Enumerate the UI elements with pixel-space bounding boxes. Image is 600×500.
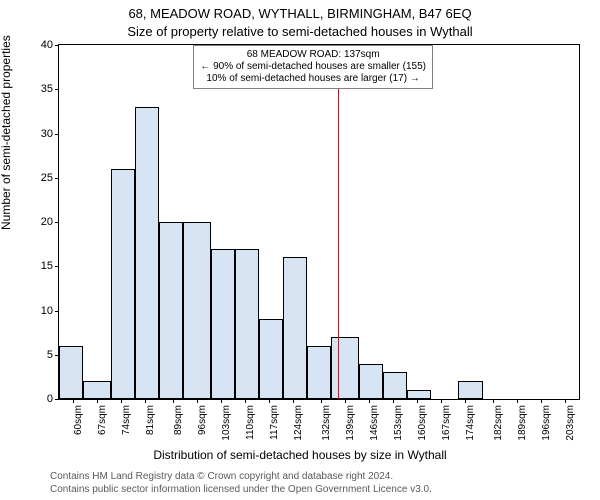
x-tick-label: 196sqm bbox=[541, 405, 552, 441]
annotation-line: ← 90% of semi-detached houses are smalle… bbox=[200, 61, 426, 73]
x-tick-mark bbox=[441, 399, 442, 403]
x-tick-label: 117sqm bbox=[269, 405, 280, 440]
x-tick-label: 132sqm bbox=[321, 405, 332, 441]
x-tick-mark bbox=[493, 399, 494, 403]
y-tick-mark bbox=[55, 89, 59, 90]
x-tick-mark bbox=[517, 399, 518, 403]
y-tick-label: 10 bbox=[41, 305, 53, 317]
x-tick-mark bbox=[541, 399, 542, 403]
histogram-bar bbox=[331, 337, 359, 399]
histogram-bar bbox=[307, 346, 331, 399]
x-tick-mark bbox=[145, 399, 146, 403]
histogram-bar bbox=[283, 257, 307, 399]
x-tick-mark bbox=[465, 399, 466, 403]
y-tick-label: 20 bbox=[41, 216, 53, 228]
x-tick-label: 139sqm bbox=[345, 405, 356, 441]
histogram-bar bbox=[407, 390, 431, 399]
plot-area: 051015202530354060sqm67sqm74sqm81sqm89sq… bbox=[58, 44, 580, 400]
histogram-bar bbox=[159, 222, 183, 399]
x-tick-mark bbox=[321, 399, 322, 403]
footer-line2: Contains public sector information licen… bbox=[50, 484, 432, 495]
x-tick-label: 89sqm bbox=[173, 405, 184, 435]
histogram-bar bbox=[383, 372, 407, 399]
x-tick-label: 182sqm bbox=[493, 405, 504, 441]
x-tick-label: 174sqm bbox=[465, 405, 476, 441]
y-tick-mark bbox=[55, 134, 59, 135]
x-tick-mark bbox=[245, 399, 246, 403]
footer-line1: Contains HM Land Registry data © Crown c… bbox=[50, 471, 393, 482]
histogram-bar bbox=[235, 249, 259, 399]
x-tick-mark bbox=[197, 399, 198, 403]
x-tick-mark bbox=[173, 399, 174, 403]
annotation-box: 68 MEADOW ROAD: 137sqm← 90% of semi-deta… bbox=[193, 45, 433, 89]
y-tick-label: 25 bbox=[41, 172, 53, 184]
y-tick-label: 15 bbox=[41, 260, 53, 272]
x-tick-mark bbox=[417, 399, 418, 403]
x-tick-mark bbox=[565, 399, 566, 403]
y-tick-mark bbox=[55, 311, 59, 312]
x-tick-label: 67sqm bbox=[97, 405, 108, 435]
x-tick-label: 81sqm bbox=[145, 405, 156, 435]
histogram-bar bbox=[59, 346, 83, 399]
x-tick-mark bbox=[293, 399, 294, 403]
histogram-bar bbox=[259, 319, 283, 399]
x-tick-mark bbox=[221, 399, 222, 403]
histogram-bar bbox=[458, 381, 482, 399]
y-tick-label: 40 bbox=[41, 39, 53, 51]
x-tick-label: 160sqm bbox=[417, 405, 428, 441]
y-tick-label: 5 bbox=[47, 349, 53, 361]
x-tick-mark bbox=[369, 399, 370, 403]
x-tick-label: 74sqm bbox=[121, 405, 132, 435]
y-tick-mark bbox=[55, 399, 59, 400]
x-tick-mark bbox=[269, 399, 270, 403]
x-tick-label: 167sqm bbox=[441, 405, 452, 441]
histogram-bar bbox=[359, 364, 383, 399]
y-tick-mark bbox=[55, 222, 59, 223]
chart-title-line2: Size of property relative to semi-detach… bbox=[0, 24, 600, 39]
x-tick-mark bbox=[73, 399, 74, 403]
x-tick-mark bbox=[345, 399, 346, 403]
x-tick-label: 189sqm bbox=[517, 405, 528, 441]
x-tick-label: 96sqm bbox=[197, 405, 208, 435]
annotation-line: 10% of semi-detached houses are larger (… bbox=[200, 73, 426, 85]
histogram-bar bbox=[83, 381, 111, 399]
x-tick-mark bbox=[97, 399, 98, 403]
annotation-line: 68 MEADOW ROAD: 137sqm bbox=[200, 49, 426, 61]
x-tick-label: 103sqm bbox=[221, 405, 232, 441]
chart-title-line1: 68, MEADOW ROAD, WYTHALL, BIRMINGHAM, B4… bbox=[0, 6, 600, 21]
x-tick-label: 110sqm bbox=[245, 405, 256, 440]
y-axis-label: Number of semi-detached properties bbox=[0, 35, 13, 230]
x-tick-label: 124sqm bbox=[293, 405, 304, 441]
chart-container: 68, MEADOW ROAD, WYTHALL, BIRMINGHAM, B4… bbox=[0, 0, 600, 500]
x-tick-label: 60sqm bbox=[73, 405, 84, 435]
y-tick-label: 30 bbox=[41, 128, 53, 140]
histogram-bar bbox=[183, 222, 211, 399]
x-tick-mark bbox=[121, 399, 122, 403]
x-tick-mark bbox=[393, 399, 394, 403]
y-tick-mark bbox=[55, 266, 59, 267]
y-tick-label: 0 bbox=[47, 393, 53, 405]
x-tick-label: 203sqm bbox=[565, 405, 576, 441]
histogram-bar bbox=[111, 169, 135, 399]
x-axis-label: Distribution of semi-detached houses by … bbox=[0, 448, 600, 462]
x-tick-label: 153sqm bbox=[393, 405, 404, 441]
y-tick-mark bbox=[55, 178, 59, 179]
y-tick-label: 35 bbox=[41, 83, 53, 95]
histogram-bar bbox=[211, 249, 235, 399]
reference-marker-line bbox=[338, 45, 339, 399]
y-tick-mark bbox=[55, 45, 59, 46]
histogram-bar bbox=[135, 107, 159, 399]
x-tick-label: 146sqm bbox=[369, 405, 380, 441]
